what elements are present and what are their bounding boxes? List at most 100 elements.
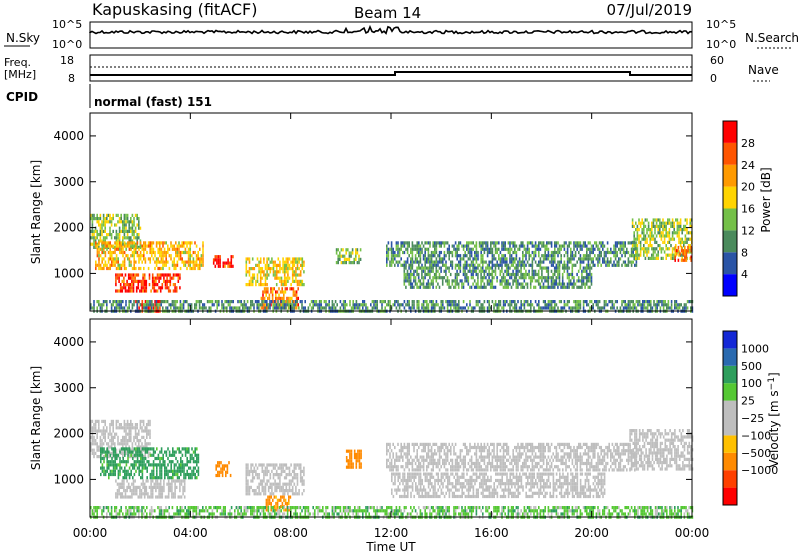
- data-cell: [411, 282, 414, 286]
- data-cell: [285, 463, 288, 467]
- data-cell: [546, 303, 548, 307]
- colorbar-tick-label: 12: [741, 224, 755, 237]
- data-cell: [509, 244, 511, 248]
- data-cell: [162, 254, 164, 258]
- data-cell: [118, 226, 121, 230]
- data-cell: [573, 285, 575, 289]
- data-cell: [325, 300, 327, 304]
- data-cell: [159, 289, 162, 293]
- data-cell: [568, 279, 570, 283]
- data-cell: [168, 453, 171, 457]
- data-cell: [434, 247, 436, 251]
- data-cell: [644, 218, 647, 222]
- data-cell: [131, 286, 133, 290]
- data-cell: [417, 279, 420, 283]
- data-cell: [534, 300, 537, 304]
- data-cell: [183, 472, 185, 477]
- data-cell: [259, 479, 262, 483]
- data-cell: [480, 250, 482, 255]
- data-cell: [626, 250, 628, 255]
- data-cell: [138, 247, 140, 251]
- data-cell: [162, 453, 164, 457]
- data-cell: [643, 244, 645, 248]
- data-cell: [558, 266, 561, 270]
- data-cell: [299, 279, 302, 283]
- data-cell: [175, 485, 178, 489]
- data-cell: [98, 233, 100, 237]
- data-cell: [192, 263, 195, 267]
- data-cell: [184, 247, 187, 251]
- data-cell: [247, 283, 249, 287]
- data-cell: [602, 306, 604, 310]
- data-cell: [132, 463, 134, 467]
- data-cell: [631, 221, 634, 225]
- data-cell: [534, 285, 537, 289]
- data-cell: [98, 250, 100, 255]
- data-cell: [196, 453, 198, 457]
- data-cell: [475, 244, 478, 248]
- data-cell: [504, 263, 506, 267]
- data-cell: [116, 273, 119, 277]
- data-cell: [99, 435, 102, 439]
- data-cell: [685, 249, 688, 253]
- data-cell: [146, 423, 148, 427]
- data-cell: [258, 473, 260, 477]
- data-cell: [453, 300, 455, 304]
- data-cell: [434, 263, 436, 267]
- data-cell: [256, 303, 258, 307]
- data-cell: [557, 272, 559, 277]
- data-cell: [106, 303, 108, 307]
- data-cell: [95, 260, 97, 264]
- data-cell: [684, 237, 687, 241]
- data-cell: [155, 300, 158, 304]
- data-cell: [189, 476, 192, 480]
- data-cell: [440, 306, 442, 310]
- data-cell: [165, 472, 168, 477]
- data-cell: [491, 241, 494, 245]
- data-cell: [667, 234, 669, 238]
- data-cell: [268, 498, 271, 502]
- data-cell: [109, 426, 111, 430]
- data-cell: [432, 241, 434, 245]
- data-cell: [405, 285, 407, 289]
- data-cell: [149, 260, 151, 264]
- data-cell: [642, 300, 644, 304]
- data-cell: [139, 241, 142, 245]
- data-cell: [271, 290, 274, 294]
- data-cell: [189, 453, 192, 457]
- data-cell: [589, 250, 591, 255]
- data-cell: [663, 250, 666, 254]
- data-cell: [514, 300, 516, 304]
- data-cell: [689, 221, 691, 225]
- data-cell: [509, 303, 511, 307]
- data-cell: [640, 306, 642, 310]
- data-cell: [266, 466, 268, 470]
- data-cell: [142, 303, 145, 307]
- data-cell: [179, 250, 182, 255]
- data-cell: [115, 229, 118, 233]
- data-cell: [152, 450, 155, 454]
- data-cell: [342, 300, 345, 304]
- data-cell: [676, 221, 679, 225]
- data-cell: [139, 250, 142, 255]
- data-cell: [504, 279, 506, 283]
- data-cell: [167, 479, 170, 483]
- data-cell: [411, 260, 414, 264]
- data-cell: [430, 300, 433, 304]
- data-cell: [530, 263, 532, 267]
- data-cell: [541, 269, 543, 273]
- data-cell: [171, 485, 173, 489]
- data-cell: [118, 303, 121, 307]
- data-cell: [504, 244, 506, 248]
- data-cell: [151, 492, 154, 496]
- data-cell: [106, 453, 108, 457]
- data-cell: [109, 257, 111, 261]
- data-cell: [317, 303, 319, 307]
- data-cell: [545, 276, 548, 280]
- data-cell: [517, 282, 519, 286]
- data-cell: [112, 300, 114, 304]
- data-cell: [398, 247, 401, 251]
- data-cell: [93, 451, 95, 455]
- data-cell: [555, 276, 558, 280]
- data-cell: [659, 300, 662, 304]
